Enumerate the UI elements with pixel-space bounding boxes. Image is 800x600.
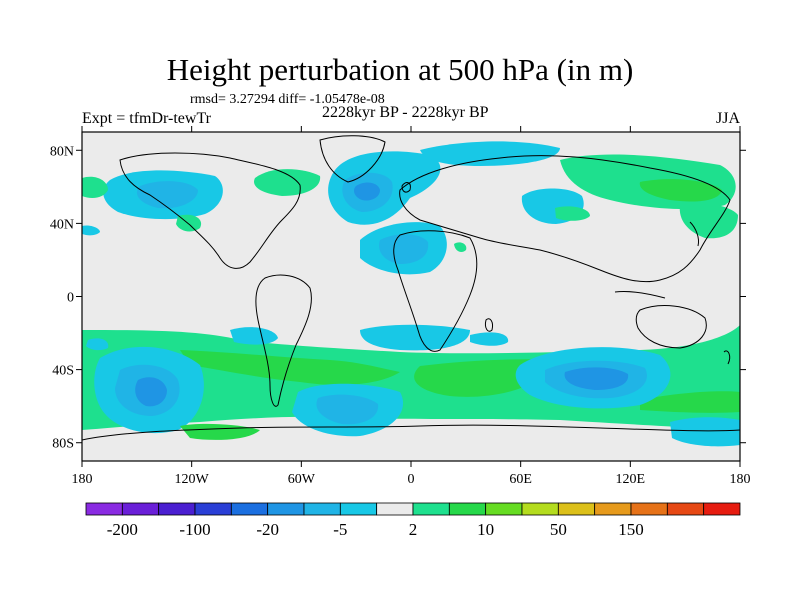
contour-canada-positive [254,169,321,196]
colorbar-swatch-1 [121,502,160,516]
colorbar-swatch-11 [485,502,523,516]
contour-east-asia-positive [679,203,738,239]
coast-australia [635,305,707,349]
lon-tick-label: 180 [72,472,93,487]
colorbar-swatch-5 [267,502,305,516]
contour-south-pacific-dark [135,377,167,407]
colorbar-label: 50 [550,520,567,539]
colorbar-swatch-7 [339,502,378,516]
colorbar-swatch-4 [230,502,269,516]
contour-south-atlantic-mid [316,394,379,425]
contour-southwest-atlantic-light [230,327,278,345]
lon-tick-label: 120W [175,472,210,487]
coast-madagascar [485,318,493,332]
latitude-axis: 80N 40N 0 40S 80S [50,144,746,452]
contour-fills [82,141,740,447]
colorbar-label: 150 [618,520,644,539]
colorbar-label: 10 [477,520,494,539]
colorbar-swatch-13 [557,502,596,516]
contour-pacific-positive-west [82,176,108,198]
experiment-label: Expt = tfmDr-tewTr [82,110,211,127]
colorbar: -200 -100 -20 -5 2 10 50 150 [85,502,741,539]
coast-eurasia [399,155,731,283]
colorbar-swatch-12 [521,502,559,516]
colorbar-swatch-9 [412,502,450,516]
colorbar-label: -5 [333,520,347,539]
coast-new-zealand [723,350,731,365]
coast-africa [393,230,478,352]
colorbar-swatch-16 [666,502,705,516]
colorbar-swatch-14 [594,502,632,516]
stats-line: rmsd= 3.27294 diff= -1.05478e-08 [190,92,385,107]
lat-tick-label: 80S [52,437,74,452]
colorbar-label: -100 [179,520,210,539]
lon-tick-label: 0 [408,472,415,487]
contour-arctic-light [420,141,560,166]
period-label: 2228kyr BP - 2228kyr BP [322,104,489,121]
coast-indonesia [614,291,666,299]
coastlines [82,135,740,441]
map-plot-area: 80N 40N 0 40S 80S 180 120W 60W 0 60E 120E 180 [50,126,751,487]
coast-japan [689,221,699,247]
contour-north-africa-mid [379,234,429,264]
contour-small-negative-west-pacific [82,225,100,236]
contour-southwest-pacific-positive [640,391,740,413]
colorbar-swatch-17 [703,502,741,516]
contour-south-indian-dark [564,367,629,390]
contour-north-pacific-mid [136,181,198,209]
coast-greenland [319,135,386,183]
colorbar-swatch-8 [376,502,414,516]
colorbar-label: 2 [409,520,418,539]
lon-tick-label: 60E [509,472,532,487]
colorbar-label: -20 [256,520,279,539]
lat-tick-label: 40S [52,364,74,379]
colorbar-swatch-2 [158,502,196,516]
coast-uk [401,182,411,193]
lon-tick-label: 60W [288,472,316,487]
contour-asia-small-positive [555,206,590,221]
lat-tick-label: 80N [50,144,74,159]
contour-southeast-pacific-light [670,417,740,447]
colorbar-swatch-0 [85,502,123,516]
lon-tick-label: 180 [730,472,751,487]
colorbar-swatch-6 [303,502,341,516]
colorbar-swatch-15 [630,502,668,516]
lat-tick-label: 40N [50,217,74,232]
contour-asia-positive [639,179,722,202]
colorbar-label: -200 [107,520,138,539]
map-title: Height perturbation at 500 hPa (in m) [166,52,634,87]
contour-north-atlantic-dark [354,182,380,201]
longitude-axis: 180 120W 60W 0 60E 120E 180 [72,126,751,487]
contour-small-positive-africa [454,242,467,252]
coast-north-america [119,152,301,269]
lon-tick-label: 120E [616,472,646,487]
contour-southern-belt-green [180,350,400,385]
colorbar-swatch-3 [194,502,232,516]
contour-south-africa-small [470,332,509,346]
coast-south-america [255,274,312,407]
lat-tick-label: 0 [67,291,74,306]
coast-antarctica [82,424,740,441]
contour-antarctic-coast-light [360,324,470,351]
season-label: JJA [716,110,741,127]
contour-south-pacific-edge-light [86,338,109,351]
colorbar-swatch-10 [448,502,487,516]
